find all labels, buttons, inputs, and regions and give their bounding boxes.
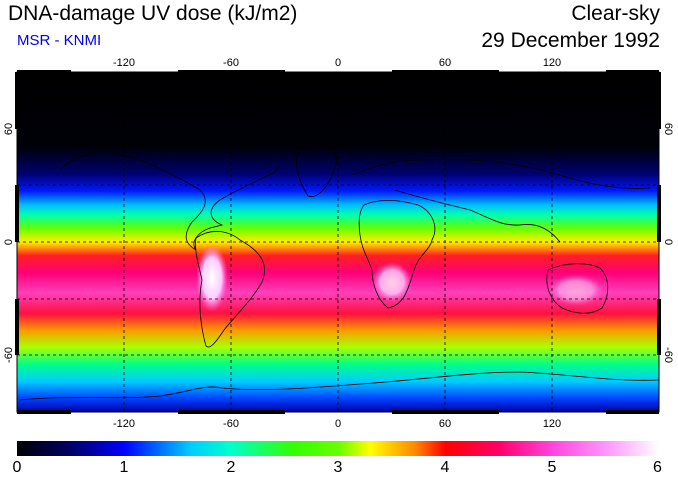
frame-segment-bottom (178, 410, 285, 414)
frame-segment-bottom (392, 410, 499, 414)
lat-labels-left: 60 0 -60 (3, 123, 15, 363)
africa-coast (358, 200, 436, 309)
colorbar-tick-label: 5 (547, 459, 557, 476)
frame-segment-right (657, 72, 661, 129)
lat-labels-right: 60 0 -60 (662, 123, 674, 363)
lat-tick-label: -60 (662, 347, 674, 363)
uv-hotspots (196, 244, 604, 312)
frame-segment-top (178, 70, 285, 74)
lon-tick-label: 120 (543, 57, 561, 69)
lat-tick-label: 60 (662, 123, 674, 135)
sky-condition-label: Clear-sky (571, 2, 660, 25)
lon-tick-label: 120 (543, 418, 561, 430)
lon-tick-label: -120 (113, 57, 135, 69)
map-frame (15, 70, 661, 414)
frame-segment-top (606, 70, 659, 74)
colorbar-tick-label: 4 (440, 459, 450, 476)
lon-labels-bottom: -120 -60 0 60 120 (113, 418, 561, 430)
colorbar-tick-label: 6 (653, 459, 662, 476)
lat-tick-label: -60 (3, 347, 15, 363)
australia-hotspot (548, 274, 604, 306)
lon-tick-label: 0 (335, 57, 341, 69)
colorbar-tick-label: 3 (333, 459, 343, 476)
frame-segment-left (15, 185, 19, 242)
africa-hotspot (372, 262, 412, 302)
colorbar-tick-label: 1 (119, 459, 129, 476)
lon-tick-label: 60 (439, 57, 451, 69)
colorbar-tick-label: 0 (12, 459, 22, 476)
lat-tick-label: 60 (3, 123, 15, 135)
date-label: 29 December 1992 (481, 29, 660, 52)
colorbar (17, 441, 659, 456)
frame-segment-top (392, 70, 499, 74)
europe-asia-coast (351, 158, 651, 243)
frame-segment-bottom (606, 410, 659, 414)
frame-segment-right (657, 299, 661, 355)
frame-segment-right (657, 185, 661, 242)
antarctica-coast (19, 371, 659, 401)
frame-segment-left (15, 72, 19, 129)
colorbar-tick-label: 2 (226, 459, 236, 476)
lon-tick-label: -60 (223, 57, 239, 69)
graticule (17, 72, 659, 412)
frame-segment-left (15, 299, 19, 355)
frame-segment-top (17, 70, 71, 74)
map-title: DNA-damage UV dose (kJ/m2) (8, 2, 298, 25)
lon-tick-label: -120 (113, 418, 135, 430)
south-america-coast (195, 231, 265, 348)
lon-tick-label: -60 (223, 418, 239, 430)
lat-tick-label: 0 (662, 239, 674, 245)
map-subtitle: MSR - KNMI (17, 32, 102, 49)
lon-tick-label: 60 (439, 418, 451, 430)
greenland-coast (295, 144, 337, 198)
lon-labels-top: -120 -60 0 60 120 (113, 57, 561, 69)
lon-tick-label: 0 (335, 418, 341, 430)
andes-hotspot (196, 244, 228, 312)
lat-tick-label: 0 (3, 239, 15, 245)
frame-segment-bottom (17, 410, 71, 414)
north-america-coast (59, 153, 281, 251)
